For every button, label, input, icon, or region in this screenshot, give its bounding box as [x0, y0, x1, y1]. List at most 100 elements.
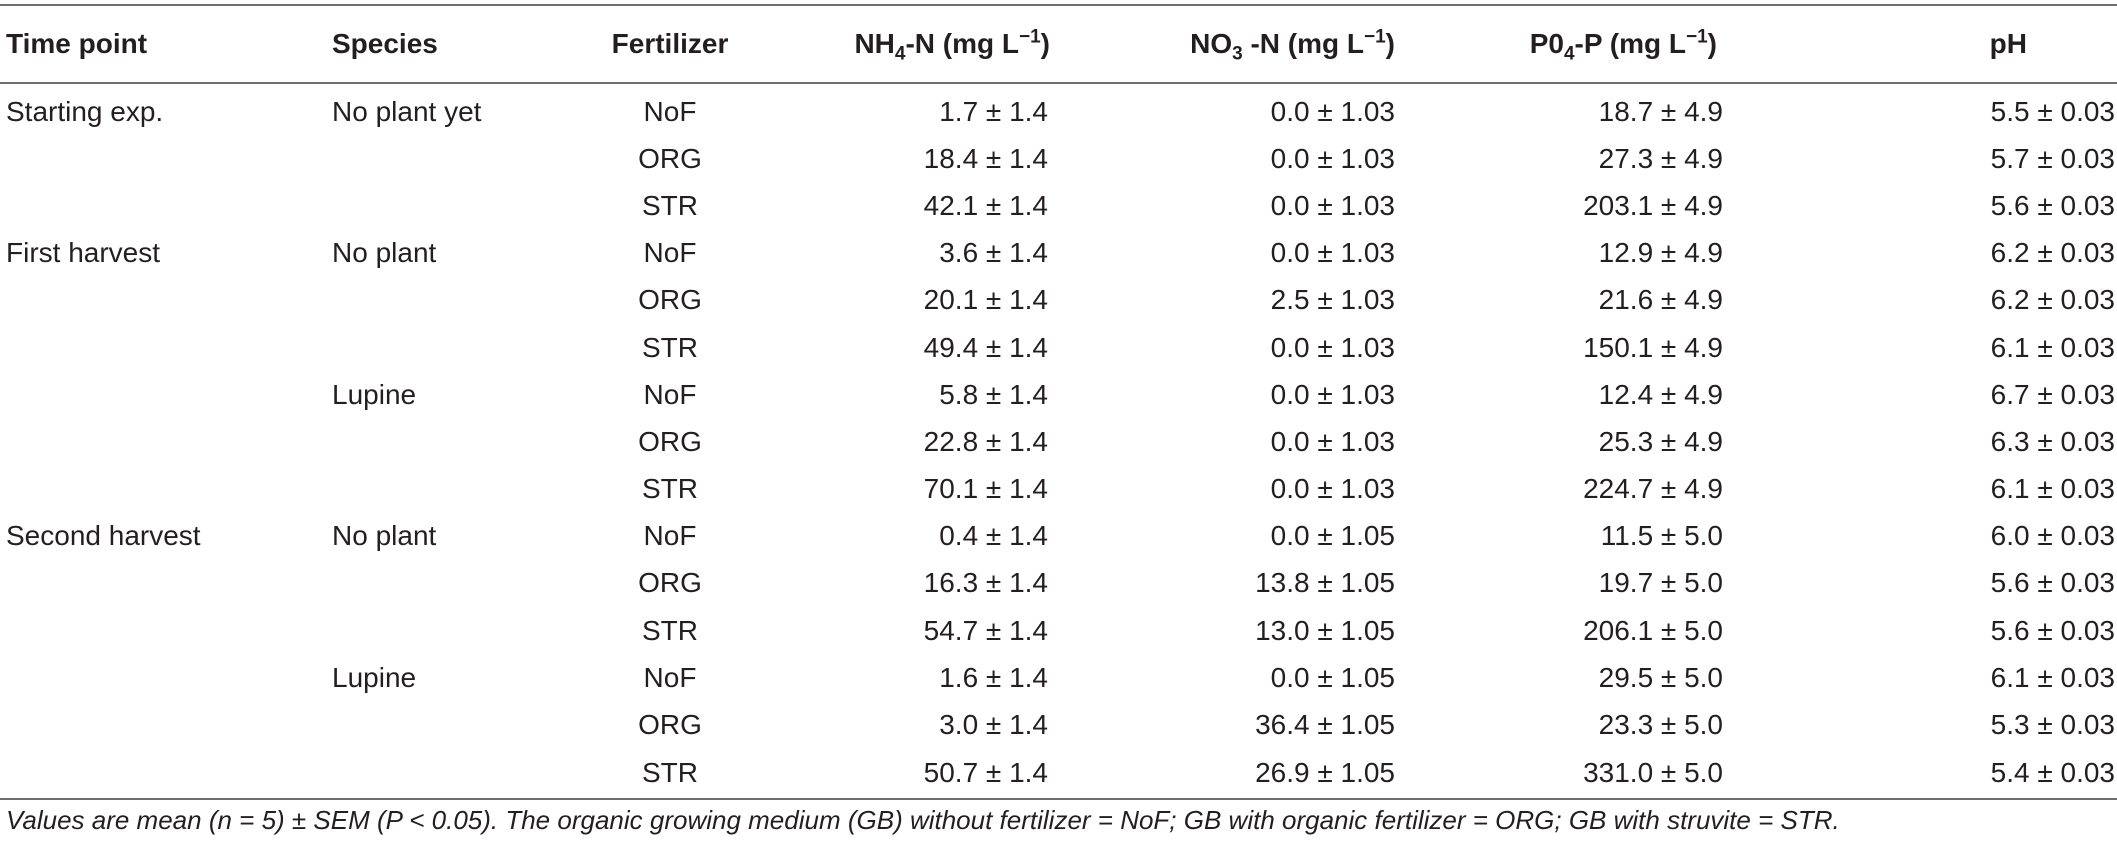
cell-ph: 5.5 ± 0.03 — [1990, 95, 2115, 127]
header-ph: pH — [1765, 4, 2117, 84]
header-po4-unit: -P (mg L — [1574, 28, 1686, 59]
header-time-point: Time point — [0, 4, 330, 84]
header-no3: NO3 -N (mg L−1) — [1090, 4, 1435, 84]
header-nh4-sup: −1 — [1019, 26, 1041, 48]
cell-ph: 5.7 ± 0.03 — [1990, 142, 2115, 174]
cell-time-point: First harvest — [6, 237, 161, 269]
cell-po4: 25.3 ± 4.9 — [1598, 425, 1723, 457]
table-row: ORG 16.3 ± 1.4 13.8 ± 1.05 19.7 ± 5.0 5.6 ± … — [0, 560, 2117, 607]
cell-po4: 23.3 ± 5.0 — [1598, 709, 1723, 741]
header-no3-sup: −1 — [1364, 26, 1386, 48]
cell-no3: 0.0 ± 1.03 — [1270, 189, 1395, 221]
cell-time-point — [0, 135, 330, 182]
cell-ph: 5.6 ± 0.03 — [1990, 567, 2115, 599]
cell-species: No plant — [332, 520, 437, 552]
cell-po4: 21.6 ± 4.9 — [1598, 284, 1723, 316]
cell-fertilizer: ORG — [638, 142, 702, 174]
results-table: Time point Species Fertilizer NH4-N (mg … — [0, 4, 2117, 800]
cell-nh4: 22.8 ± 1.4 — [923, 425, 1048, 457]
table-row: ORG 18.4 ± 1.4 0.0 ± 1.03 27.3 ± 4.9 5.7 ± 0… — [0, 135, 2117, 182]
header-nh4: NH4-N (mg L−1) — [760, 4, 1090, 84]
cell-no3: 0.0 ± 1.03 — [1270, 142, 1395, 174]
cell-species — [330, 607, 580, 654]
cell-nh4: 49.4 ± 1.4 — [923, 331, 1048, 363]
cell-no3: 0.0 ± 1.05 — [1270, 520, 1395, 552]
cell-nh4: 1.7 ± 1.4 — [939, 95, 1048, 127]
table-row: STR 49.4 ± 1.4 0.0 ± 1.03 150.1 ± 4.9 6.1 ± … — [0, 324, 2117, 371]
table-row: STR 54.7 ± 1.4 13.0 ± 1.05 206.1 ± 5.0 5.6 ±… — [0, 607, 2117, 654]
cell-nh4: 5.8 ± 1.4 — [939, 378, 1048, 410]
cell-ph: 5.4 ± 0.03 — [1765, 748, 2117, 800]
cell-nh4: 18.4 ± 1.4 — [923, 142, 1048, 174]
cell-species — [330, 182, 580, 229]
header-no3-text: NO — [1190, 28, 1233, 59]
cell-time-point: Second harvest — [6, 520, 201, 552]
table-row: Second harvest No plant NoF 0.4 ± 1.4 0.0 ± … — [0, 513, 2117, 560]
header-species: Species — [330, 4, 580, 84]
cell-po4: 331.0 ± 5.0 — [1435, 748, 1765, 800]
table-row: STR 70.1 ± 1.4 0.0 ± 1.03 224.7 ± 4.9 6.1 ± … — [0, 466, 2117, 513]
header-nh4-sub: 4 — [894, 43, 906, 65]
cell-no3: 0.0 ± 1.03 — [1270, 473, 1395, 505]
header-po4: P04-P (mg L−1) — [1435, 4, 1765, 84]
cell-po4: 18.7 ± 4.9 — [1598, 95, 1723, 127]
cell-ph: 5.6 ± 0.03 — [1990, 189, 2115, 221]
cell-species — [330, 277, 580, 324]
cell-no3: 0.0 ± 1.03 — [1270, 237, 1395, 269]
cell-fertilizer: STR — [642, 473, 698, 505]
cell-no3: 26.9 ± 1.05 — [1090, 748, 1435, 800]
header-po4-text: P0 — [1529, 28, 1564, 59]
cell-species — [330, 560, 580, 607]
cell-time-point — [0, 654, 330, 701]
table-row: Starting exp. No plant yet NoF 1.7 ± 1.4 0.0… — [0, 83, 2117, 135]
cell-ph: 6.7 ± 0.03 — [1990, 378, 2115, 410]
cell-species — [330, 324, 580, 371]
cell-time-point — [0, 418, 330, 465]
cell-time-point — [0, 371, 330, 418]
cell-po4: 27.3 ± 4.9 — [1598, 142, 1723, 174]
cell-nh4: 16.3 ± 1.4 — [923, 567, 1048, 599]
cell-ph: 6.1 ± 0.03 — [1990, 473, 2115, 505]
cell-fertilizer: ORG — [638, 709, 702, 741]
cell-po4: 29.5 ± 5.0 — [1598, 661, 1723, 693]
header-po4-sub: 4 — [1563, 43, 1575, 65]
header-nh4-text: NH — [854, 28, 895, 59]
table-header-row: Time point Species Fertilizer NH4-N (mg … — [0, 4, 2117, 84]
cell-nh4: 0.4 ± 1.4 — [939, 520, 1048, 552]
cell-no3: 0.0 ± 1.03 — [1270, 95, 1395, 127]
header-po4-end: ) — [1707, 28, 1717, 59]
cell-species — [330, 701, 580, 748]
cell-species: No plant yet — [332, 95, 482, 127]
cell-no3: 36.4 ± 1.05 — [1255, 709, 1395, 741]
table-row: STR 42.1 ± 1.4 0.0 ± 1.03 203.1 ± 4.9 5.6 ± … — [0, 182, 2117, 229]
cell-species: Lupine — [332, 378, 417, 410]
cell-po4: 224.7 ± 4.9 — [1583, 473, 1723, 505]
header-po4-sup: −1 — [1686, 26, 1708, 48]
header-nh4-end: ) — [1040, 28, 1050, 59]
cell-species — [330, 135, 580, 182]
cell-fertilizer: ORG — [638, 567, 702, 599]
cell-no3: 13.0 ± 1.05 — [1255, 614, 1395, 646]
cell-species: Lupine — [332, 661, 417, 693]
cell-time-point — [0, 560, 330, 607]
header-nh4-unit: -N (mg L — [905, 28, 1019, 59]
cell-ph: 6.1 ± 0.03 — [1990, 331, 2115, 363]
cell-time-point — [0, 701, 330, 748]
cell-species — [330, 418, 580, 465]
cell-fertilizer: ORG — [638, 284, 702, 316]
table-row: First harvest No plant NoF 3.6 ± 1.4 0.0 ± 1… — [0, 230, 2117, 277]
cell-fertilizer: STR — [642, 189, 698, 221]
table-row: STR 50.7 ± 1.4 26.9 ± 1.05 331.0 ± 5.0 5.4 ±… — [0, 748, 2117, 800]
cell-ph: 5.6 ± 0.03 — [1990, 614, 2115, 646]
cell-nh4: 20.1 ± 1.4 — [923, 284, 1048, 316]
cell-po4: 12.4 ± 4.9 — [1598, 378, 1723, 410]
cell-no3: 2.5 ± 1.03 — [1270, 284, 1395, 316]
table-footnote: Values are mean (n = 5) ± SEM (P < 0.05)… — [6, 805, 1840, 835]
cell-po4: 11.5 ± 5.0 — [1600, 520, 1723, 552]
cell-no3: 0.0 ± 1.03 — [1270, 331, 1395, 363]
header-no3-unit: -N (mg L — [1242, 28, 1364, 59]
cell-time-point — [0, 182, 330, 229]
cell-no3: 0.0 ± 1.05 — [1270, 661, 1395, 693]
cell-nh4: 54.7 ± 1.4 — [923, 614, 1048, 646]
cell-fertilizer: STR — [642, 614, 698, 646]
